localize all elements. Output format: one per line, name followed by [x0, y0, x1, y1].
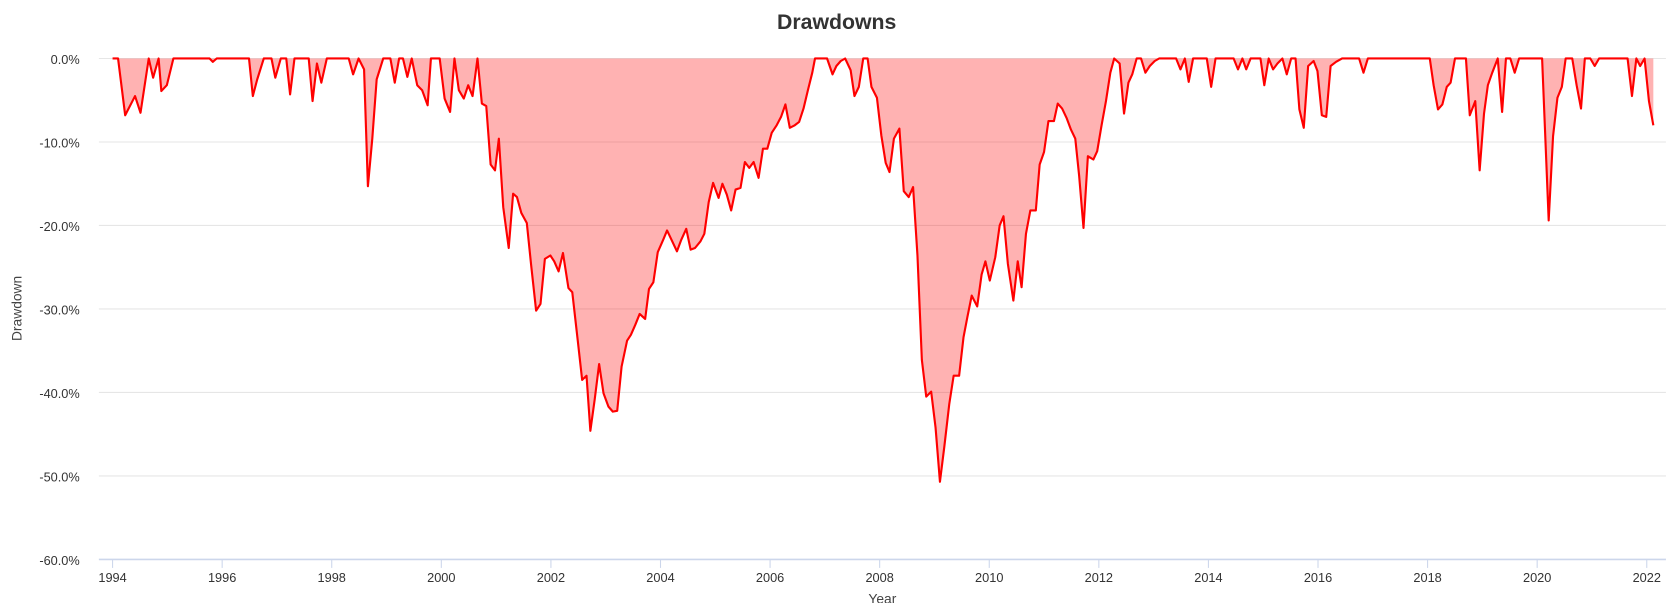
y-tick-label: -10.0%: [39, 135, 79, 150]
y-tick-label: 0.0%: [51, 52, 80, 67]
x-tick-label: 2002: [537, 570, 565, 585]
x-tick-label: 2014: [1194, 570, 1222, 585]
x-tick-label: 1996: [208, 570, 236, 585]
y-axis-title: Drawdown: [9, 276, 25, 341]
x-tick-label: 1994: [98, 570, 126, 585]
x-tick-label: 2004: [646, 570, 674, 585]
x-axis-title: Year: [868, 590, 896, 603]
x-tick-label: 2020: [1523, 570, 1551, 585]
y-tick-label: -60.0%: [39, 553, 79, 568]
y-tick-label: -30.0%: [39, 302, 79, 317]
x-tick-label: 2012: [1085, 570, 1113, 585]
x-tick-label: 2006: [756, 570, 784, 585]
y-tick-label: -40.0%: [39, 386, 79, 401]
line: [112, 57, 1655, 483]
y-tick-label: -20.0%: [39, 219, 79, 234]
area-fill: [112, 58, 1654, 482]
x-tick-label: 2018: [1413, 570, 1441, 585]
x-tick-label: 1998: [318, 570, 346, 585]
x-tick-label: 2022: [1633, 570, 1661, 585]
x-tick-label: 2010: [975, 570, 1003, 585]
x-tick-label: 2016: [1304, 570, 1332, 585]
x-tick-label: 2008: [865, 570, 893, 585]
x-tick-label: 2000: [427, 570, 455, 585]
y-tick-label: -50.0%: [39, 469, 79, 484]
chart-title: Drawdowns: [777, 10, 896, 34]
